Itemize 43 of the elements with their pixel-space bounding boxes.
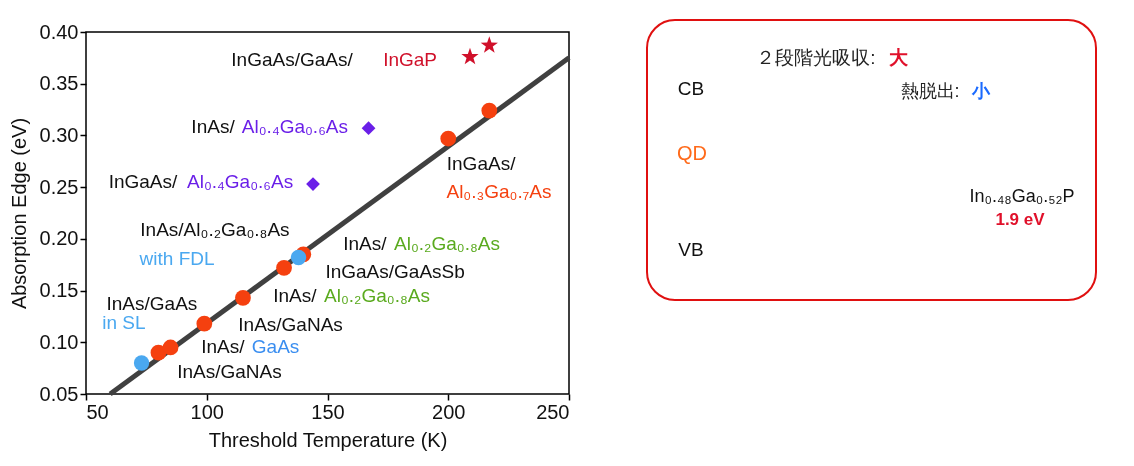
text: 大	[888, 47, 909, 68]
text: QD	[677, 142, 707, 164]
y-tick-label: 0.35	[39, 72, 79, 95]
annotation: GaAs	[251, 336, 300, 358]
annotation: InGaAs/	[108, 170, 179, 192]
text: ２段階光吸収:	[756, 47, 876, 68]
x-tick-label: 150	[311, 400, 345, 423]
annotation: InAs/	[273, 284, 318, 306]
annotation: Al₀.₂Ga₀.₈As	[394, 233, 501, 255]
text: 1.9 eV	[995, 210, 1046, 229]
annotation: Al₀.₄Ga₀.₆As	[241, 116, 348, 138]
y-tick-label: 0.20	[39, 227, 79, 250]
x-tick-label: 50	[86, 400, 109, 423]
y-tick-label: 0.40	[39, 20, 79, 43]
annotation: InAs/Al₀.₂Ga₀.₈As	[140, 218, 290, 240]
annotation: InAs/GaNAs	[177, 361, 282, 383]
annotation: InAs/	[343, 233, 388, 255]
annotation: InAs/GaNAs	[238, 313, 343, 335]
annotation: InGaP	[383, 48, 438, 70]
x-axis-title: Threshold Temperature (K)	[208, 428, 448, 451]
annotation: Al₀.₄Ga₀.₆As	[186, 170, 294, 192]
annotation: InGaAs/GaAsSb	[325, 260, 465, 282]
y-tick-label: 0.10	[39, 330, 79, 353]
x-tick-label: 100	[190, 400, 224, 423]
annotation: InAs/	[191, 116, 236, 138]
text: 小	[971, 81, 991, 101]
annotation: InGaAs/	[446, 153, 517, 175]
text: VB	[678, 239, 704, 260]
y-tick-label: 0.25	[39, 175, 79, 198]
y-tick-label: 0.15	[39, 279, 79, 302]
text: CB	[677, 78, 705, 99]
text: 熱脱出:	[900, 81, 960, 101]
x-tick-label: 250	[536, 400, 570, 423]
y-tick-label: 0.30	[39, 123, 79, 146]
text: In₀.₄₈Ga₀.₅₂P	[969, 186, 1075, 206]
annotation: Al₀.₃Ga₀.₇As	[446, 181, 552, 203]
x-tick-label: 200	[432, 400, 466, 423]
annotation: InAs/	[201, 336, 246, 358]
y-tick-label: 0.05	[39, 382, 79, 405]
annotation: with FDL	[138, 247, 215, 269]
annotation: InGaAs/GaAs/	[231, 48, 354, 70]
annotation: Al₀.₂Ga₀.₈As	[324, 284, 431, 306]
y-axis-title: Absorption Edge (eV)	[7, 117, 30, 310]
